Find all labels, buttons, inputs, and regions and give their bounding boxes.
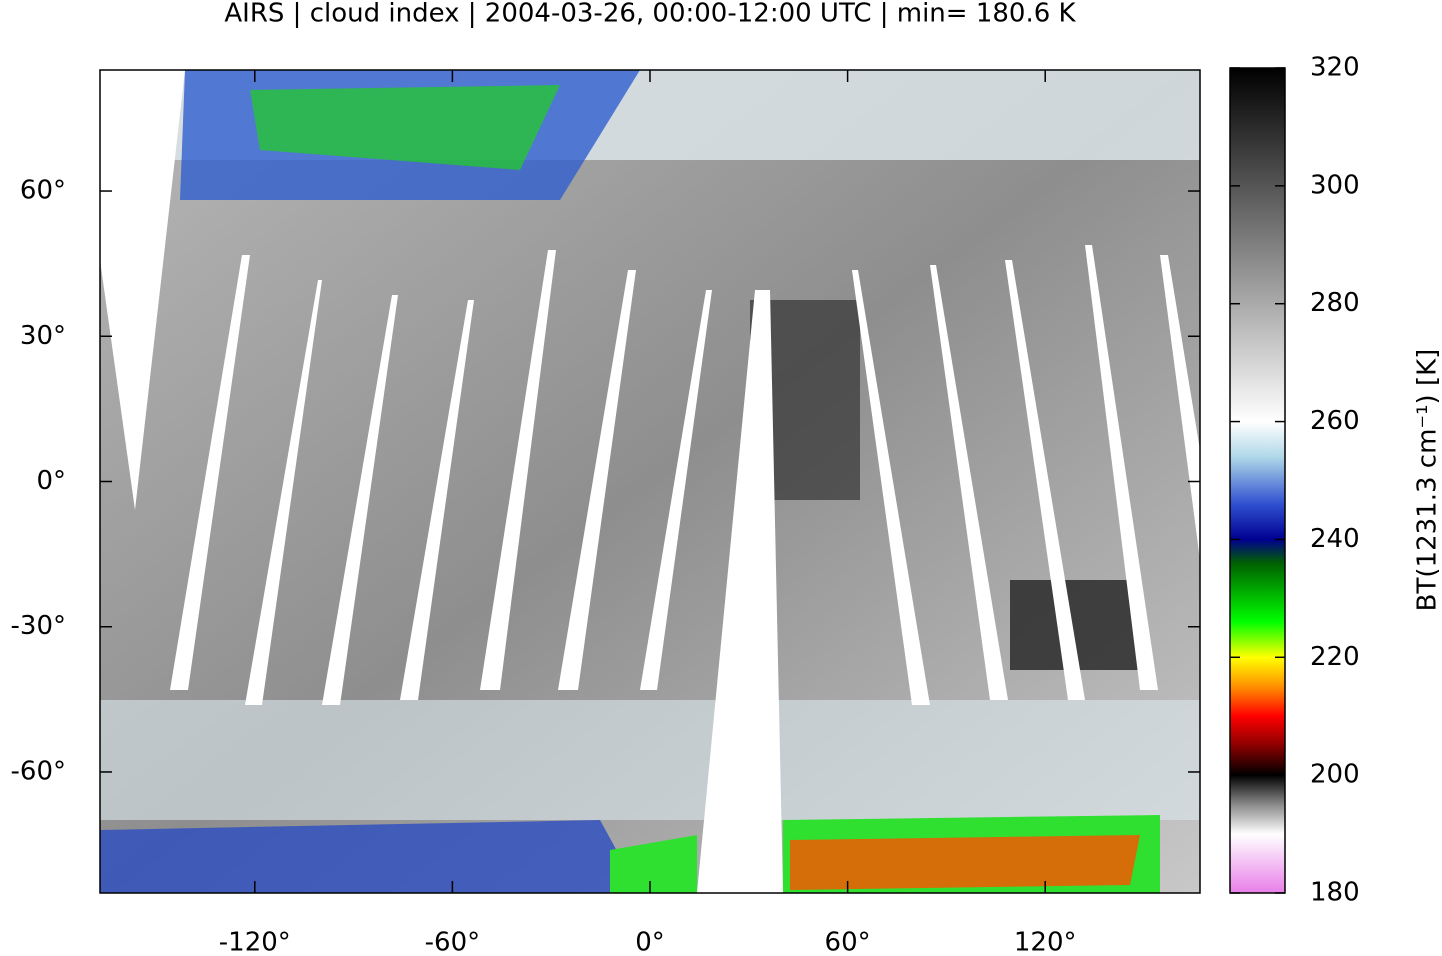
y-tick-label: 30°	[20, 321, 66, 351]
x-tick-label: 120°	[1014, 928, 1077, 956]
map-image	[100, 70, 1200, 893]
colorbar-tick-label: 300	[1310, 170, 1360, 200]
x-tick-label: 0°	[635, 928, 665, 956]
y-tick-label: 60°	[20, 176, 66, 206]
colorbar	[1229, 67, 1286, 894]
y-tick-label: -60°	[11, 756, 66, 786]
chart-title: AIRS | cloud index | 2004-03-26, 00:00-1…	[224, 0, 1076, 29]
y-tick-label: 0°	[36, 466, 66, 496]
x-tick-label: -60°	[425, 928, 480, 956]
y-tick-label: -30°	[11, 611, 66, 641]
colorbar-tick-label: 220	[1310, 642, 1360, 672]
colorbar-tick-label: 200	[1310, 760, 1360, 790]
x-tick-label: 60°	[825, 928, 871, 956]
colorbar-label: BT(1231.3 cm⁻¹) [K]	[1413, 349, 1442, 612]
colorbar-tick-label: 180	[1310, 878, 1360, 908]
colorbar-tick-label: 240	[1310, 524, 1360, 554]
colorbar-tick-label: 260	[1310, 406, 1360, 436]
x-tick-label: -120°	[219, 928, 291, 956]
colorbar-tick-label: 280	[1310, 288, 1360, 318]
colorbar-tick-label: 320	[1310, 53, 1360, 83]
